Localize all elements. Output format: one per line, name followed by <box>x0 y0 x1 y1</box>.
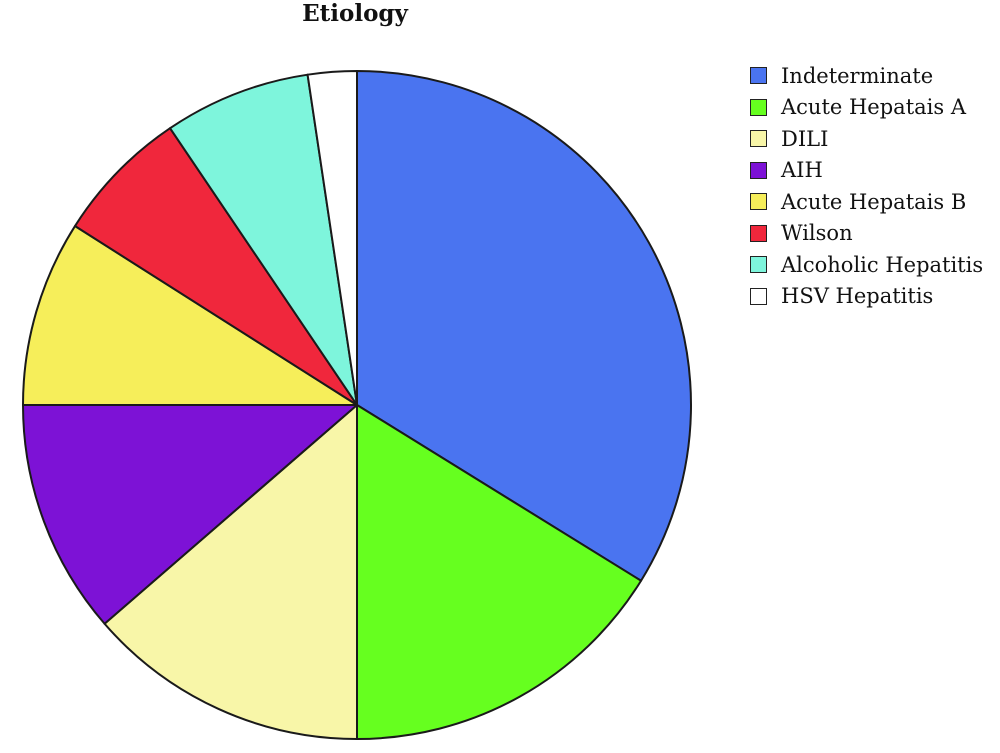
pie-slice-wilson <box>73 127 358 406</box>
pie-slice-alcoholic-hepatitis <box>169 73 358 406</box>
pie-slice-dili <box>103 404 358 740</box>
legend-item-wilson: Wilson <box>750 218 1000 250</box>
legend-item-acute-hepatais-a: Acute Hepatais A <box>750 92 1000 124</box>
legend-label-aih: AIH <box>781 158 823 183</box>
legend-swatch-hsv-hepatitis <box>750 287 767 305</box>
legend-label-alcoholic-hepatitis: Alcoholic Hepatitis <box>781 252 984 277</box>
legend-swatch-acute-hepatais-a <box>750 98 767 116</box>
chart-title: Etiology <box>302 0 408 27</box>
legend-item-aih: AIH <box>750 155 1000 187</box>
legend-item-dili: DILI <box>750 123 1000 155</box>
legend-item-hsv-hepatitis: HSV Hepatitis <box>750 281 1000 313</box>
pie-slice-indeterminate <box>356 70 692 582</box>
legend-item-acute-hepatais-b: Acute Hepatais B <box>750 186 1000 218</box>
legend-label-hsv-hepatitis: HSV Hepatitis <box>781 284 934 309</box>
legend-label-indeterminate: Indeterminate <box>781 63 934 88</box>
legend-label-acute-hepatais-b: Acute Hepatais B <box>781 189 967 214</box>
legend-swatch-dili <box>750 130 767 148</box>
pie-slice-aih <box>22 404 358 625</box>
pie-slice-acute-hepatais-b <box>22 225 358 406</box>
legend-swatch-indeterminate <box>750 67 767 85</box>
legend: Indeterminate Acute Hepatais A DILI AIH Acut… <box>750 60 1000 312</box>
legend-swatch-wilson <box>750 224 767 242</box>
legend-label-acute-hepatais-a: Acute Hepatais A <box>781 95 966 120</box>
legend-label-dili: DILI <box>781 126 829 151</box>
legend-item-indeterminate: Indeterminate <box>750 60 1000 92</box>
pie-slice-hsv-hepatitis <box>306 70 358 406</box>
legend-label-wilson: Wilson <box>781 221 853 246</box>
legend-item-alcoholic-hepatitis: Alcoholic Hepatitis <box>750 249 1000 281</box>
legend-swatch-aih <box>750 161 767 179</box>
legend-swatch-acute-hepatais-b <box>750 193 767 211</box>
pie-slice-acute-hepatais-a <box>356 404 643 740</box>
legend-swatch-alcoholic-hepatitis <box>750 256 767 274</box>
